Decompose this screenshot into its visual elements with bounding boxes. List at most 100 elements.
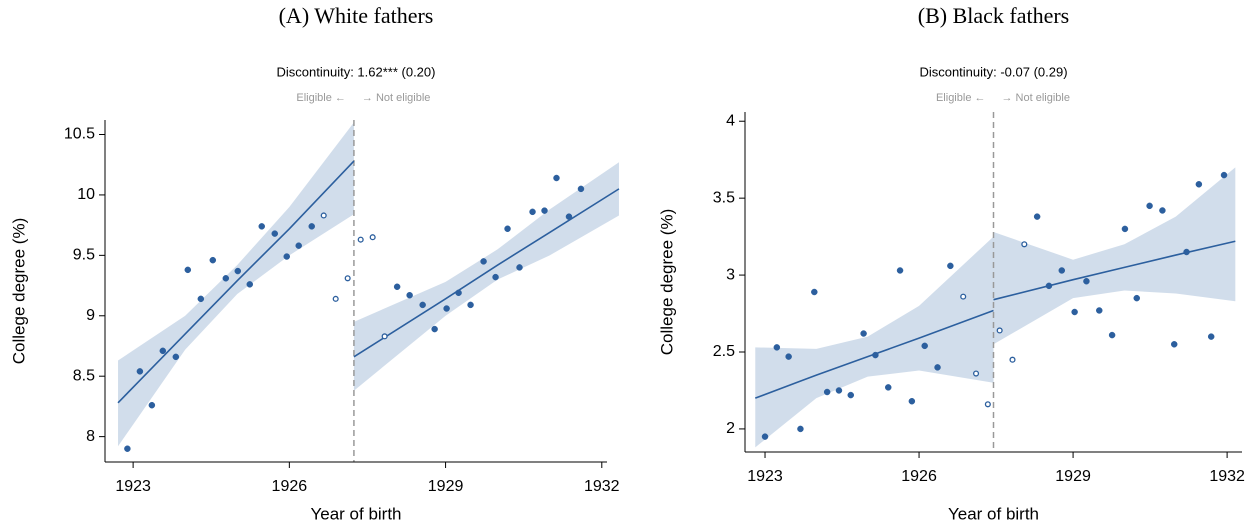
hollow-point (960, 293, 967, 300)
eligible-label: Eligible ← (936, 92, 986, 104)
point (1220, 171, 1228, 179)
point (835, 387, 843, 394)
point (1195, 181, 1203, 188)
y-tick-label: 2.5 (713, 343, 735, 360)
x-tick-label: 1923 (115, 478, 151, 495)
point (529, 208, 536, 216)
hollow-point (1009, 356, 1016, 363)
point (1146, 202, 1153, 210)
x-tick-label: 1923 (747, 468, 783, 485)
point (1183, 248, 1190, 256)
y-tick-label: 10.5 (64, 126, 95, 143)
point (419, 301, 426, 309)
point (443, 305, 450, 312)
hollow-point (972, 370, 980, 377)
eligible-label: Eligible ← (296, 92, 346, 104)
point (773, 344, 781, 351)
hollow-point (357, 236, 364, 243)
discontinuity-label: Discontinuity: -0.07 (0.29) (919, 64, 1067, 79)
panel: (A) White fathers Discontinuity: 1.62*** … (9, 3, 619, 523)
y-tick-label: 3 (726, 266, 735, 283)
not-eligible-label: → Not eligible (362, 92, 430, 104)
point (541, 207, 548, 214)
point (921, 342, 928, 350)
point (847, 391, 855, 399)
y-tick-label: 2 (726, 420, 735, 437)
hollow-point (984, 401, 991, 408)
point (1108, 331, 1116, 339)
point (1159, 207, 1166, 214)
y-tick-label: 3.5 (713, 189, 735, 206)
point (271, 230, 279, 237)
y-tick-label: 9 (86, 307, 95, 324)
point (1096, 307, 1103, 314)
point (516, 264, 523, 271)
hollow-point (1021, 241, 1028, 248)
point (209, 256, 217, 264)
point (393, 283, 401, 291)
discontinuity-label: Discontinuity: 1.62*** (0.20) (277, 64, 436, 79)
point (1170, 341, 1178, 348)
point (884, 384, 892, 391)
y-tick-label: 4 (726, 112, 735, 129)
point (455, 289, 462, 297)
point (823, 388, 831, 396)
panel-title: (A) White fathers (279, 3, 434, 28)
confidence-band (353, 162, 619, 391)
point (896, 267, 904, 274)
point (860, 330, 867, 337)
point (1133, 294, 1140, 302)
point (1083, 277, 1090, 285)
x-axis-label: Year of birth (948, 504, 1039, 523)
hollow-point (344, 275, 351, 282)
confidence-band (993, 167, 1236, 345)
point (148, 401, 156, 409)
point (553, 174, 560, 182)
point (1033, 213, 1041, 220)
point (295, 242, 302, 249)
point (197, 295, 205, 303)
y-axis-label: College degree (%) (9, 218, 28, 364)
point (308, 223, 315, 230)
not-eligible-label: → Not eligible (1002, 92, 1070, 104)
hollow-point (369, 234, 376, 241)
point (467, 301, 474, 309)
confidence-band (118, 122, 354, 447)
y-tick-label: 10 (77, 186, 95, 203)
x-tick-label: 1926 (272, 478, 308, 495)
point (406, 291, 413, 299)
point (872, 351, 879, 359)
fit-line (353, 188, 620, 358)
point (159, 347, 167, 355)
point (1121, 225, 1129, 233)
point (492, 273, 499, 281)
hollow-point (332, 295, 339, 302)
x-axis-label: Year of birth (310, 504, 401, 523)
point (431, 325, 438, 333)
point (136, 368, 144, 375)
point (1045, 282, 1053, 290)
x-tick-label: 1929 (428, 478, 464, 495)
y-tick-label: 9.5 (73, 247, 95, 264)
confidence-band (755, 236, 994, 448)
point (934, 364, 941, 371)
point (947, 262, 954, 270)
point (1058, 267, 1066, 274)
x-tick-label: 1926 (901, 468, 937, 485)
point (908, 397, 916, 405)
y-tick-label: 8 (86, 428, 95, 445)
point (811, 288, 818, 296)
point (761, 433, 769, 440)
fit-line (754, 309, 994, 399)
y-tick-label: 8.5 (73, 367, 95, 384)
x-tick-label: 1932 (584, 478, 620, 495)
point (124, 445, 131, 452)
point (797, 425, 804, 433)
fit-line (117, 160, 355, 404)
point (246, 281, 254, 288)
point (785, 353, 792, 360)
y-axis-label: College degree (%) (657, 209, 676, 355)
hollow-point (381, 333, 388, 340)
hollow-point (996, 327, 1003, 334)
